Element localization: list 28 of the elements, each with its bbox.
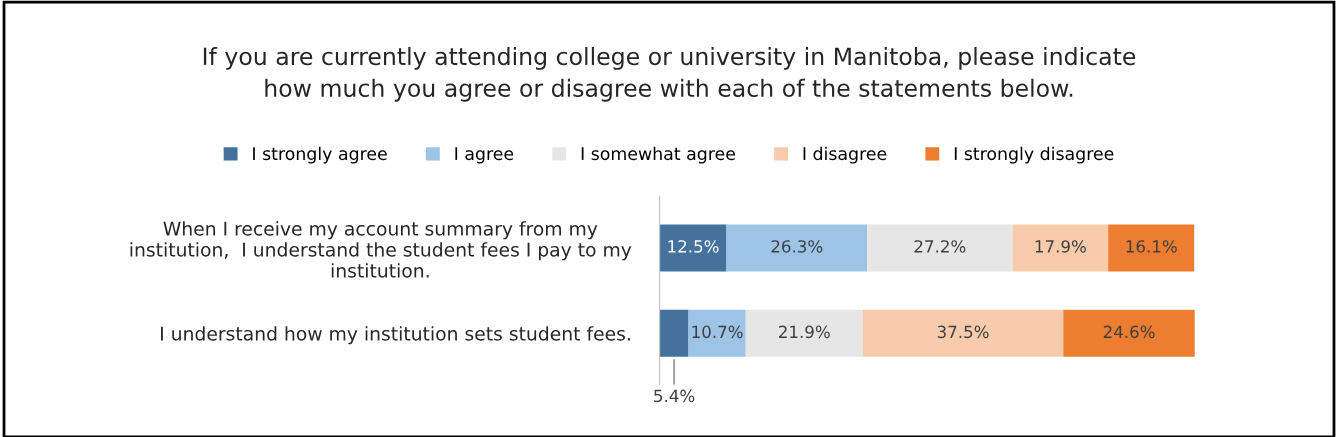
data-label: 16.1% [1126, 240, 1177, 253]
data-label: 27.2% [914, 240, 966, 253]
data-label: 5.4% [654, 389, 695, 403]
y-tick-label: When I receive my account summary from my institution, I understand the student fees I pay to my institution. [130, 221, 632, 278]
data-label: 21.9% [779, 325, 830, 339]
legend-label: I strongly disagree [954, 146, 1114, 164]
data-label: 37.5% [937, 325, 989, 339]
chart-title: If you are currently attending college or university in Manitoba, please indicate how much you agree or disagree with each of the statements below. [203, 46, 1136, 102]
bar [659, 224, 727, 272]
legend-label: I strongly agree [253, 146, 387, 164]
bar [659, 309, 689, 357]
legend-label: I disagree [803, 146, 887, 164]
bar [1012, 224, 1109, 272]
data-label: 24.6% [1103, 325, 1155, 339]
bar [862, 309, 1064, 357]
legend-label: I agree [455, 147, 514, 164]
bar [745, 309, 863, 357]
legend-label: I somewhat agree [581, 146, 735, 164]
data-label: 12.5% [668, 240, 719, 253]
bar [1108, 224, 1195, 272]
data-label: 17.9% [1035, 240, 1086, 253]
data-label: 10.7% [692, 325, 743, 339]
y-tick-label: I understand how my institution sets student fees. [161, 326, 630, 345]
data-label: 26.3% [771, 240, 823, 253]
bar [726, 224, 868, 272]
bar [688, 309, 746, 357]
bar [867, 224, 1013, 272]
bar [1063, 309, 1195, 357]
